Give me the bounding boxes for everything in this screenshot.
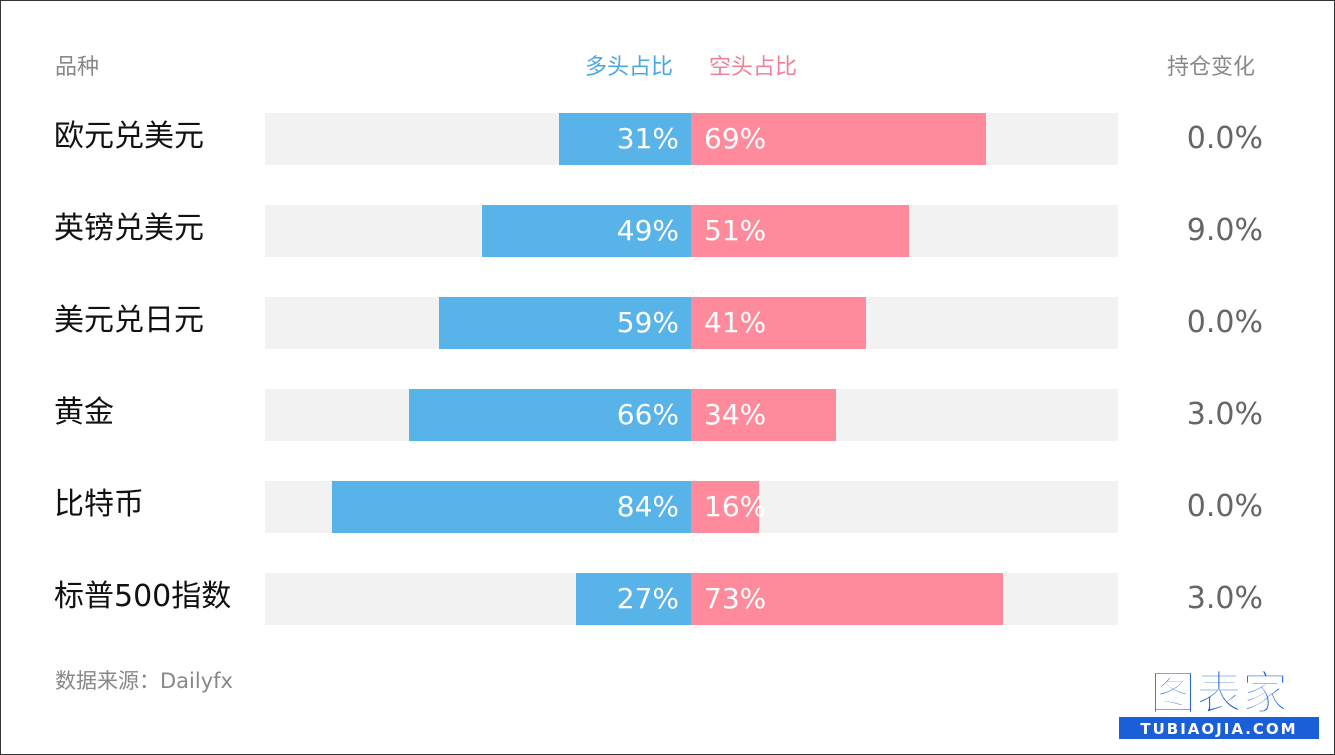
- long-value-label: 84%: [616, 490, 679, 523]
- bar-short: [691, 205, 909, 257]
- position-change-value: 3.0%: [1186, 397, 1263, 432]
- short-value-label: 51%: [704, 214, 767, 247]
- logo-sub-text: TUBIAOJIA.COM: [1140, 720, 1297, 738]
- bar-long: [409, 389, 691, 441]
- header-category: 品种: [55, 55, 100, 80]
- category-label: 比特币: [54, 487, 144, 522]
- legend-long: 多头占比: [585, 55, 674, 80]
- long-value-label: 31%: [616, 122, 679, 155]
- bar-long: [481, 205, 691, 257]
- bar-short: [691, 481, 760, 533]
- short-value-label: 16%: [704, 490, 767, 523]
- long-value-label: 27%: [616, 582, 679, 615]
- bar-long: [558, 113, 691, 165]
- logo-strip: [1119, 717, 1319, 739]
- category-label: 标普500指数: [54, 579, 232, 614]
- long-value-label: 66%: [616, 398, 679, 431]
- bar-short: [691, 389, 837, 441]
- long-value-label: 59%: [616, 306, 679, 339]
- bar-short: [691, 573, 1003, 625]
- position-change-value: 0.0%: [1186, 489, 1263, 524]
- bar-short: [691, 113, 986, 165]
- category-label: 黄金: [54, 395, 114, 430]
- short-value-label: 73%: [704, 582, 767, 615]
- category-label: 英镑兑美元: [54, 211, 204, 246]
- bar-long: [575, 573, 691, 625]
- short-value-label: 69%: [704, 122, 767, 155]
- legend-short: 空头占比: [709, 55, 798, 80]
- data-source: 数据来源：Dailyfx: [55, 669, 233, 693]
- category-label: 美元兑日元: [54, 303, 204, 338]
- bar-long: [439, 297, 691, 349]
- header-position-change: 持仓变化: [1167, 55, 1256, 80]
- position-change-value: 3.0%: [1186, 581, 1263, 616]
- position-change-value: 0.0%: [1186, 121, 1263, 156]
- long-value-label: 49%: [616, 214, 679, 247]
- position-change-value: 9.0%: [1186, 213, 1263, 248]
- short-value-label: 41%: [704, 306, 767, 339]
- short-value-label: 34%: [704, 398, 767, 431]
- position-change-value: 0.0%: [1186, 305, 1263, 340]
- category-label: 欧元兑美元: [54, 119, 204, 154]
- logo-main-text: 图表家: [1150, 666, 1288, 720]
- bar-short: [691, 297, 867, 349]
- tubiaojia-logo: 图表家 TUBIAOJIA.COM: [1119, 666, 1319, 739]
- bar-long: [332, 481, 691, 533]
